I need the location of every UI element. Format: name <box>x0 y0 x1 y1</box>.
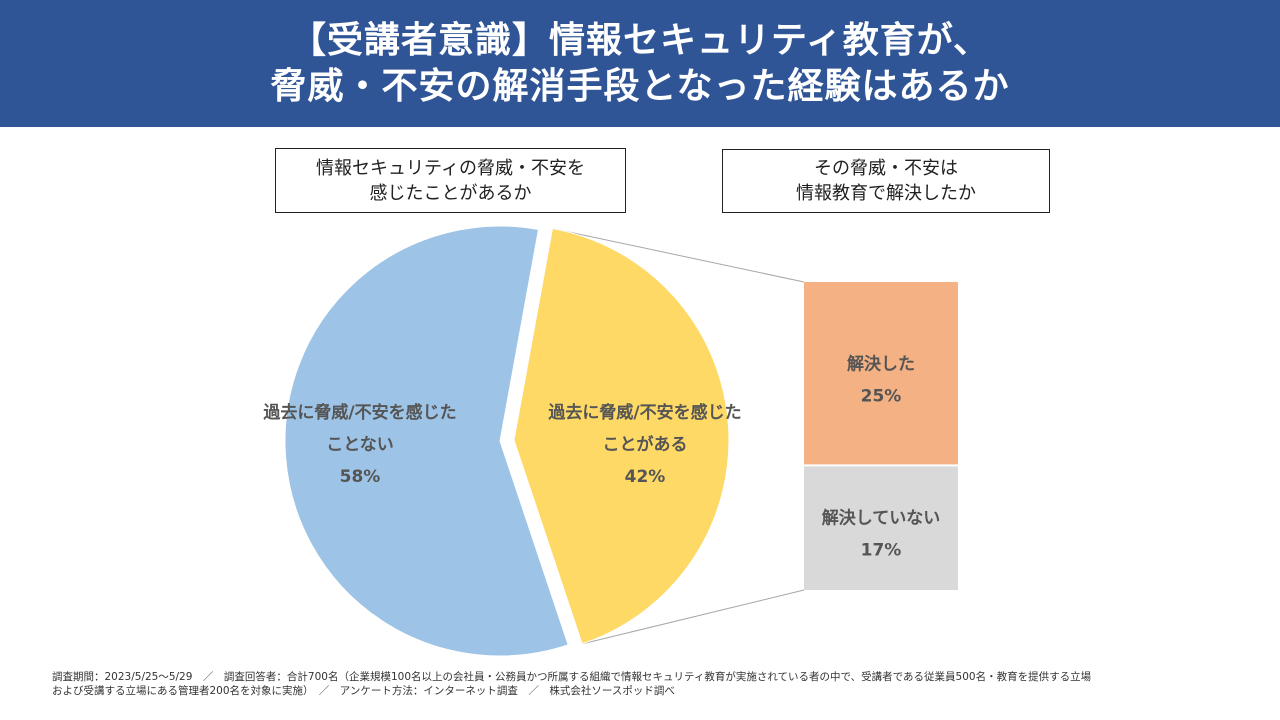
connector-line-bottom <box>582 589 805 645</box>
pie-label-not-experienced-line1: 過去に脅威/不安を感じた <box>263 402 456 423</box>
bar-question-line1: その脅威・不安は <box>814 158 958 179</box>
bar-segment-not-resolved <box>804 465 958 590</box>
title-banner: 【受講者意識】情報セキュリティ教育が、 脅威・不安の解消手段となった経験はあるか <box>0 0 1280 127</box>
survey-footnote: 調査期間：2023/5/25〜5/29 ／ 調査回答者：合計700名（企業規模1… <box>52 670 1242 698</box>
bar-label-not-resolved: 解決していない <box>822 508 941 529</box>
page-title-line2: 脅威・不安の解消手段となった経験はあるか <box>270 65 1010 107</box>
pie-value-experienced: 42% <box>625 467 666 487</box>
pie-question-box: 情報セキュリティの脅威・不安を 感じたことがあるか <box>275 148 626 213</box>
pie-slice-experienced <box>513 227 730 645</box>
bar-question-line2: 情報教育で解決したか <box>796 183 976 204</box>
bar-label-resolved: 解決した <box>847 354 915 375</box>
bar-question-box: その脅威・不安は 情報教育で解決したか <box>722 149 1050 213</box>
pie-label-experienced-line2: ことがある <box>603 434 688 455</box>
connector-line-top <box>552 227 805 283</box>
pie-slice-not-experienced <box>284 225 569 657</box>
bar-value-resolved: 25% <box>861 387 902 407</box>
pie-label-not-experienced-line2: ことない <box>326 435 394 455</box>
pie-question-line1: 情報セキュリティの脅威・不安を <box>316 157 585 179</box>
pie-label-experienced-line1: 過去に脅威/不安を感じた <box>548 402 741 423</box>
footnote-line1: 調査期間：2023/5/25〜5/29 ／ 調査回答者：合計700名（企業規模1… <box>52 671 1092 683</box>
footnote-line2: および受講する立場にある管理者200名を対象に実施） ／ アンケート方法：インタ… <box>52 685 675 697</box>
bar-value-not-resolved: 17% <box>861 541 902 561</box>
page-title-line1: 【受講者意識】情報セキュリティ教育が、 <box>289 19 991 61</box>
bar-segment-resolved <box>804 282 958 466</box>
pie-question-line2: 感じたことがあるか <box>369 182 532 204</box>
pie-value-not-experienced: 58% <box>340 467 381 487</box>
